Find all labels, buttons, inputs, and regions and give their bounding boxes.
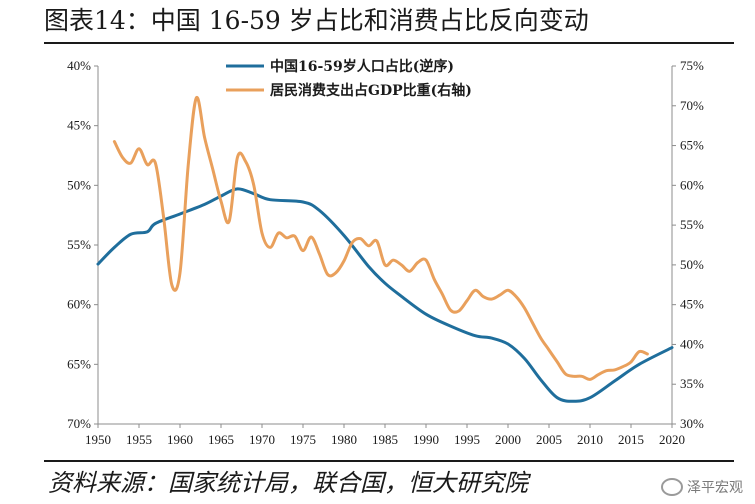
legend-label: 中国16-59岁人口占比(逆序) <box>270 58 454 75</box>
series-layer <box>96 96 674 403</box>
working-age-share-line <box>96 187 674 403</box>
left-tick-label: 55% <box>67 237 91 252</box>
consumption-share-line <box>112 96 649 381</box>
left-tick-label: 70% <box>67 416 91 431</box>
right-tick-label: 45% <box>680 297 704 312</box>
legend: 中国16-59岁人口占比(逆序) 居民消费支出占GDP比重(右轴) <box>226 58 472 99</box>
left-tick-label: 40% <box>67 58 91 73</box>
wechat-icon <box>661 478 683 496</box>
right-tick-label: 40% <box>680 336 704 351</box>
watermark: 泽平宏观 <box>661 476 743 498</box>
x-tick-label: 1995 <box>454 432 480 447</box>
right-tick-label: 55% <box>680 217 704 232</box>
left-tick-label: 50% <box>67 177 91 192</box>
right-tick-label: 65% <box>680 138 704 153</box>
x-tick-label: 1975 <box>290 432 316 447</box>
right-tick-label: 70% <box>680 98 704 113</box>
right-tick-label: 75% <box>680 58 704 73</box>
x-tick-label: 1955 <box>126 432 152 447</box>
left-tick-label: 45% <box>67 118 91 133</box>
x-tick-label: 2020 <box>659 432 685 447</box>
x-tick-label: 1970 <box>249 432 275 447</box>
legend-label: 居民消费支出占GDP比重(右轴) <box>270 82 472 99</box>
source-rule <box>44 460 734 462</box>
x-tick-label: 1985 <box>372 432 398 447</box>
x-tick-label: 1965 <box>208 432 234 447</box>
title-rule <box>44 42 734 44</box>
figure-title: 图表14：中国 16-59 岁占比和消费占比反向变动 <box>44 6 589 35</box>
source-note: 资料来源：国家统计局，联合国，恒大研究院 <box>48 469 528 497</box>
right-tick-label: 50% <box>680 257 704 272</box>
x-tick-label: 2000 <box>495 432 521 447</box>
x-tick-label: 2010 <box>577 432 603 447</box>
left-tick-label: 60% <box>67 297 91 312</box>
right-tick-label: 35% <box>680 376 704 391</box>
x-tick-label: 1990 <box>413 432 439 447</box>
x-tick-label: 2015 <box>618 432 644 447</box>
x-tick-label: 2005 <box>536 432 562 447</box>
left-tick-label: 65% <box>67 356 91 371</box>
right-tick-label: 30% <box>680 416 704 431</box>
x-tick-label: 1980 <box>331 432 357 447</box>
axes-group: 40% 45% 50% 55% 60% 65% 70% 30% 35% 40% 45% 50% 55% 6… <box>67 58 704 447</box>
right-tick-label: 60% <box>680 177 704 192</box>
watermark-text: 泽平宏观 <box>687 480 743 496</box>
x-tick-label: 1950 <box>85 432 111 447</box>
x-tick-label: 1960 <box>167 432 193 447</box>
